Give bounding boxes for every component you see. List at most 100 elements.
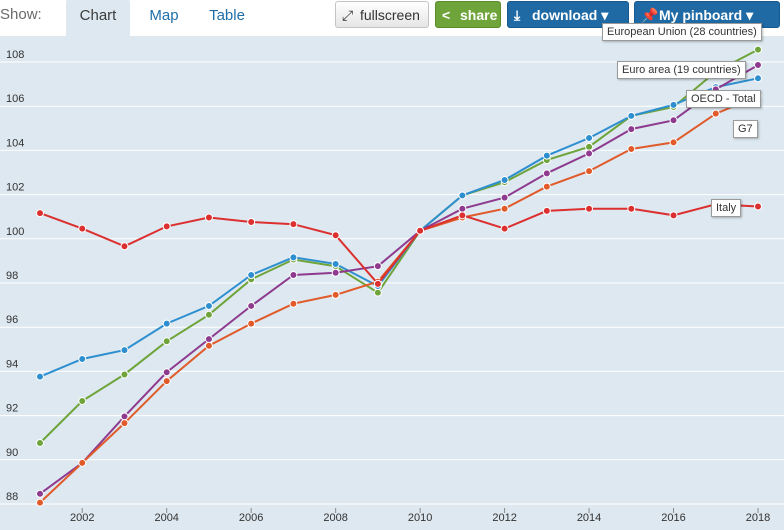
- fullscreen-icon: ⤢: [342, 7, 354, 23]
- data-point: [78, 458, 87, 467]
- x-tick-label: 2004: [154, 512, 178, 524]
- data-point: [289, 299, 298, 308]
- data-point: [754, 202, 762, 211]
- data-point: [289, 253, 298, 262]
- fullscreen-button[interactable]: ⤢ fullscreen: [335, 1, 429, 28]
- data-point: [162, 337, 171, 346]
- data-point: [542, 182, 551, 191]
- y-tick-label: 102: [6, 182, 24, 194]
- series-oecd-total: [36, 74, 762, 381]
- data-point: [585, 133, 594, 142]
- data-point: [500, 204, 509, 213]
- data-point: [162, 319, 171, 328]
- x-tick-label: 2016: [661, 512, 685, 524]
- data-point: [289, 220, 298, 229]
- series-line-g7: [39, 95, 759, 504]
- download-label: download ▾: [532, 7, 609, 23]
- data-point: [500, 193, 509, 202]
- data-point: [373, 262, 382, 271]
- series-line-italy: [39, 203, 759, 286]
- series-italy: [36, 200, 762, 288]
- data-point: [247, 319, 256, 328]
- series-label-european-union-28-countries: European Union (28 countries): [602, 23, 762, 41]
- data-point: [36, 489, 44, 498]
- y-tick-label: 108: [6, 49, 24, 61]
- data-point: [247, 217, 256, 226]
- data-point: [162, 222, 171, 231]
- data-point: [120, 419, 129, 428]
- y-tick-label: 90: [6, 447, 18, 459]
- series-label-euro-area-19-countries: Euro area (19 countries): [617, 61, 746, 79]
- x-tick-label: 2010: [408, 512, 432, 524]
- pinboard-label: My pinboard ▾: [659, 7, 754, 23]
- data-point: [585, 167, 594, 176]
- y-tick-label: 98: [6, 270, 18, 282]
- series-label-italy: Italy: [711, 199, 742, 217]
- data-point: [120, 370, 129, 379]
- data-point: [627, 204, 636, 213]
- data-point: [373, 288, 382, 297]
- data-point: [162, 368, 171, 377]
- data-point: [247, 271, 256, 279]
- data-point: [36, 498, 44, 507]
- share-icon: <: [442, 7, 451, 23]
- data-point: [458, 204, 467, 213]
- tab-table[interactable]: Table: [209, 7, 245, 24]
- download-icon: ⤓: [514, 7, 521, 23]
- data-point: [585, 204, 594, 213]
- y-tick-label: 106: [6, 93, 24, 105]
- data-point: [78, 396, 87, 405]
- data-point: [627, 111, 636, 120]
- x-tick-label: 2008: [323, 512, 347, 524]
- grid-lines: [0, 61, 784, 513]
- tab-map[interactable]: Map: [149, 7, 179, 24]
- tab-chart[interactable]: Chart: [66, 0, 130, 36]
- data-point: [669, 211, 678, 220]
- series-euro-area-19-countries: [36, 61, 762, 498]
- y-tick-label: 88: [6, 491, 18, 503]
- show-label: Show:: [0, 6, 42, 23]
- data-point: [669, 116, 678, 125]
- data-point: [500, 175, 509, 184]
- data-point: [754, 61, 762, 70]
- data-point: [331, 231, 340, 240]
- data-point: [627, 145, 636, 154]
- data-point: [331, 290, 340, 299]
- data-point: [204, 310, 213, 319]
- y-tick-label: 104: [6, 137, 24, 149]
- data-point: [204, 301, 213, 310]
- data-point: [373, 279, 382, 288]
- data-point: [754, 45, 762, 54]
- x-tick-label: 2006: [239, 512, 263, 524]
- data-point: [120, 346, 129, 355]
- data-point: [542, 206, 551, 215]
- data-point: [204, 335, 213, 344]
- x-tick-label: 2012: [492, 512, 516, 524]
- series-label-g7: G7: [733, 120, 758, 138]
- data-point: [542, 169, 551, 178]
- data-point: [458, 211, 467, 220]
- data-point: [78, 224, 87, 233]
- x-tick-label: 2002: [70, 512, 94, 524]
- data-point: [120, 242, 129, 251]
- data-point: [204, 341, 213, 350]
- data-point: [78, 354, 87, 363]
- data-point: [289, 271, 298, 279]
- y-tick-label: 92: [6, 403, 18, 415]
- series-line-oecd-total: [39, 77, 759, 378]
- data-point: [458, 191, 467, 200]
- series-line-euro-area-19-countries: [39, 64, 759, 495]
- data-point: [754, 74, 762, 83]
- data-point: [162, 377, 171, 386]
- data-point: [500, 224, 509, 233]
- y-tick-label: 96: [6, 314, 18, 326]
- chart-toolbar: Show: Chart Map Table ⤢ fullscreen < sha…: [0, 0, 784, 36]
- data-point: [247, 301, 256, 310]
- data-point: [542, 151, 551, 160]
- share-button[interactable]: < share: [435, 1, 501, 28]
- y-tick-label: 94: [6, 358, 18, 370]
- data-point: [331, 259, 340, 268]
- x-tick-label: 2014: [577, 512, 601, 524]
- data-point: [204, 213, 213, 222]
